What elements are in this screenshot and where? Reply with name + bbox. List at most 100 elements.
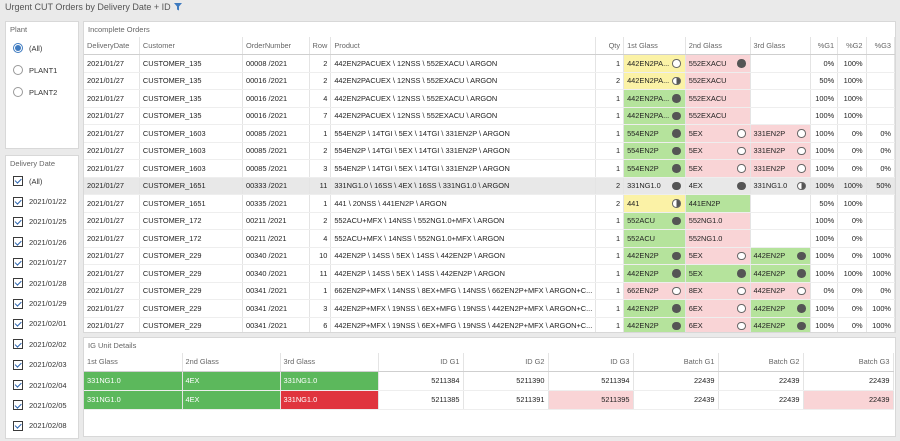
radio-button[interactable]	[13, 65, 23, 75]
table-row[interactable]: 2021/01/27 CUSTOMER_1651 00333 /2021 11 331N…	[84, 177, 895, 195]
checkbox-checked-icon[interactable]	[13, 318, 23, 329]
checkbox-checked-icon[interactable]	[13, 298, 23, 309]
delivery-date-option[interactable]: 2021/02/02	[6, 334, 78, 354]
table-row[interactable]: 2021/01/27 CUSTOMER_229 00341 /2021 1 662EN2…	[84, 282, 895, 300]
cell-qty: 2	[595, 177, 625, 195]
delivery-date-option[interactable]: 2021/02/03	[6, 355, 78, 375]
orders-title: Incomplete Orders	[88, 25, 150, 34]
ig-cell: 331NG1.0	[280, 371, 379, 391]
status-circle-icon	[672, 304, 681, 313]
delivery-date-options[interactable]: (All) 2021/01/22 2021/01/25 2021/01/26 2021/…	[6, 171, 78, 436]
table-row[interactable]: 2021/01/27 CUSTOMER_172 00211 /2021 4 552ACU…	[84, 229, 895, 248]
delivery-date-option[interactable]: 2021/01/28	[6, 273, 78, 293]
status-circle-icon	[797, 164, 806, 173]
plant-option[interactable]: PLANT1	[6, 59, 78, 81]
cell-row: 10	[309, 247, 332, 265]
column-header[interactable]: ID G1	[378, 353, 464, 372]
status-circle-icon	[672, 111, 681, 120]
column-header[interactable]: 1st Glass	[623, 37, 686, 55]
column-header[interactable]: Batch G1	[633, 353, 719, 372]
delivery-date-option[interactable]: 2021/01/26	[6, 232, 78, 252]
glass-cell: 5EX	[685, 159, 751, 178]
cell-date: 2021/01/27	[84, 247, 140, 265]
column-header[interactable]: Qty	[595, 37, 625, 55]
checkbox-checked-icon[interactable]	[13, 237, 23, 248]
glass-cell: 554EN2P	[623, 124, 686, 143]
checkbox-checked-icon[interactable]	[13, 216, 23, 227]
table-row[interactable]: 2021/01/27 CUSTOMER_1603 00085 /2021 3 554EN…	[84, 159, 895, 178]
column-header[interactable]: OrderNumber	[242, 37, 310, 55]
column-header[interactable]: DeliveryDate	[84, 37, 140, 55]
checkbox-checked-icon[interactable]	[13, 257, 23, 268]
cell-date: 2021/01/27	[84, 264, 140, 283]
table-row[interactable]: 2021/01/27 CUSTOMER_135 00016 /2021 2 442EN2…	[84, 72, 895, 90]
column-header[interactable]: 2nd Glass	[685, 37, 751, 55]
table-row[interactable]: 2021/01/27 CUSTOMER_1651 00335 /2021 1 441 \…	[84, 194, 895, 213]
glass-cell	[750, 107, 811, 125]
cell-product: 442EN2P+MFX \ 19NSS \ 6EX+MFG \ 19NSS \ …	[330, 317, 597, 332]
glass-label: 5EX	[688, 268, 703, 278]
ig-row[interactable]: 331NG1.0 4EX 331NG1.0 5211385 5211391 5211395…	[84, 390, 894, 410]
checkbox-checked-icon[interactable]	[13, 420, 23, 431]
cell-customer: CUSTOMER_135	[139, 107, 243, 125]
glass-cell	[750, 72, 811, 90]
column-header[interactable]: Batch G3	[803, 353, 894, 372]
ig-unit-details-panel: IG Unit Details 1st Glass 2nd Glass 3rd Gl…	[83, 337, 896, 437]
table-row[interactable]: 2021/01/27 CUSTOMER_1603 00085 /2021 1 554EN…	[84, 124, 895, 143]
percent-cell: 100%	[810, 212, 839, 230]
table-row[interactable]: 2021/01/27 CUSTOMER_229 00340 /2021 10 442EN…	[84, 247, 895, 265]
table-row[interactable]: 2021/01/27 CUSTOMER_172 00211 /2021 2 552ACU…	[84, 212, 895, 230]
table-row[interactable]: 2021/01/27 CUSTOMER_1603 00085 /2021 2 554EN…	[84, 142, 895, 160]
radio-button[interactable]	[13, 87, 23, 97]
column-header[interactable]: %G2	[837, 37, 867, 55]
ig-row[interactable]: 331NG1.0 4EX 331NG1.0 5211384 5211390 5211394…	[84, 371, 894, 391]
delivery-date-option[interactable]: 2021/02/01	[6, 314, 78, 334]
percent-cell: 100%	[837, 194, 867, 213]
column-header[interactable]: 1st Glass	[84, 353, 183, 372]
column-header[interactable]: Row	[309, 37, 332, 55]
table-row[interactable]: 2021/01/27 CUSTOMER_135 00008 /2021 2 442EN2…	[84, 54, 895, 73]
delivery-date-option[interactable]: 2021/01/22	[6, 191, 78, 211]
delivery-date-label: 2021/01/28	[29, 278, 67, 288]
column-header[interactable]: Batch G2	[718, 353, 804, 372]
table-row[interactable]: 2021/01/27 CUSTOMER_229 00341 /2021 3 442EN2…	[84, 299, 895, 318]
delivery-date-option[interactable]: 2021/01/29	[6, 293, 78, 313]
column-header[interactable]: ID G2	[463, 353, 549, 372]
checkbox-checked-icon[interactable]	[13, 278, 23, 289]
filter-icon[interactable]	[173, 3, 182, 11]
checkbox-checked-icon[interactable]	[13, 339, 23, 350]
plant-option[interactable]: PLANT2	[6, 81, 78, 103]
radio-button[interactable]	[13, 43, 23, 53]
column-header[interactable]: 3rd Glass	[750, 37, 811, 55]
plant-option[interactable]: (All)	[6, 37, 78, 59]
checkbox-checked-icon[interactable]	[13, 196, 23, 207]
delivery-date-option[interactable]: 2021/02/04	[6, 375, 78, 395]
column-header[interactable]: Customer	[139, 37, 243, 55]
column-header[interactable]: ID G3	[548, 353, 634, 372]
checkbox-checked-icon[interactable]	[13, 359, 23, 370]
column-header[interactable]: %G1	[810, 37, 839, 55]
delivery-date-option[interactable]: 2021/01/27	[6, 253, 78, 273]
table-row[interactable]: 2021/01/27 CUSTOMER_229 00341 /2021 6 442EN2…	[84, 317, 895, 332]
checkbox-checked-icon[interactable]	[13, 380, 23, 391]
delivery-date-option[interactable]: (All)	[6, 171, 78, 191]
checkbox-checked-icon[interactable]	[13, 400, 23, 411]
cell-order: 00211 /2021	[242, 229, 310, 248]
table-row[interactable]: 2021/01/27 CUSTOMER_229 00340 /2021 11 442EN…	[84, 264, 895, 283]
table-row[interactable]: 2021/01/27 CUSTOMER_135 00016 /2021 7 442EN2…	[84, 107, 895, 125]
table-row[interactable]: 2021/01/27 CUSTOMER_135 00016 /2021 4 442EN2…	[84, 89, 895, 108]
column-header[interactable]: 2nd Glass	[182, 353, 281, 372]
glass-cell: 552EXACU	[685, 107, 751, 125]
status-circle-icon	[672, 164, 681, 173]
column-header[interactable]: %G3	[866, 37, 895, 55]
column-header[interactable]: 3rd Glass	[280, 353, 379, 372]
column-header[interactable]: Product	[330, 37, 597, 55]
percent-cell: 0%	[866, 159, 895, 178]
cell-customer: CUSTOMER_1603	[139, 142, 243, 160]
delivery-date-option[interactable]: 2021/02/08	[6, 416, 78, 436]
checkbox-checked-icon[interactable]	[13, 176, 23, 187]
percent-cell: 100%	[837, 264, 867, 283]
delivery-date-option[interactable]: 2021/01/25	[6, 212, 78, 232]
plant-options: (All) PLANT1 PLANT2	[6, 37, 78, 103]
delivery-date-option[interactable]: 2021/02/05	[6, 395, 78, 415]
